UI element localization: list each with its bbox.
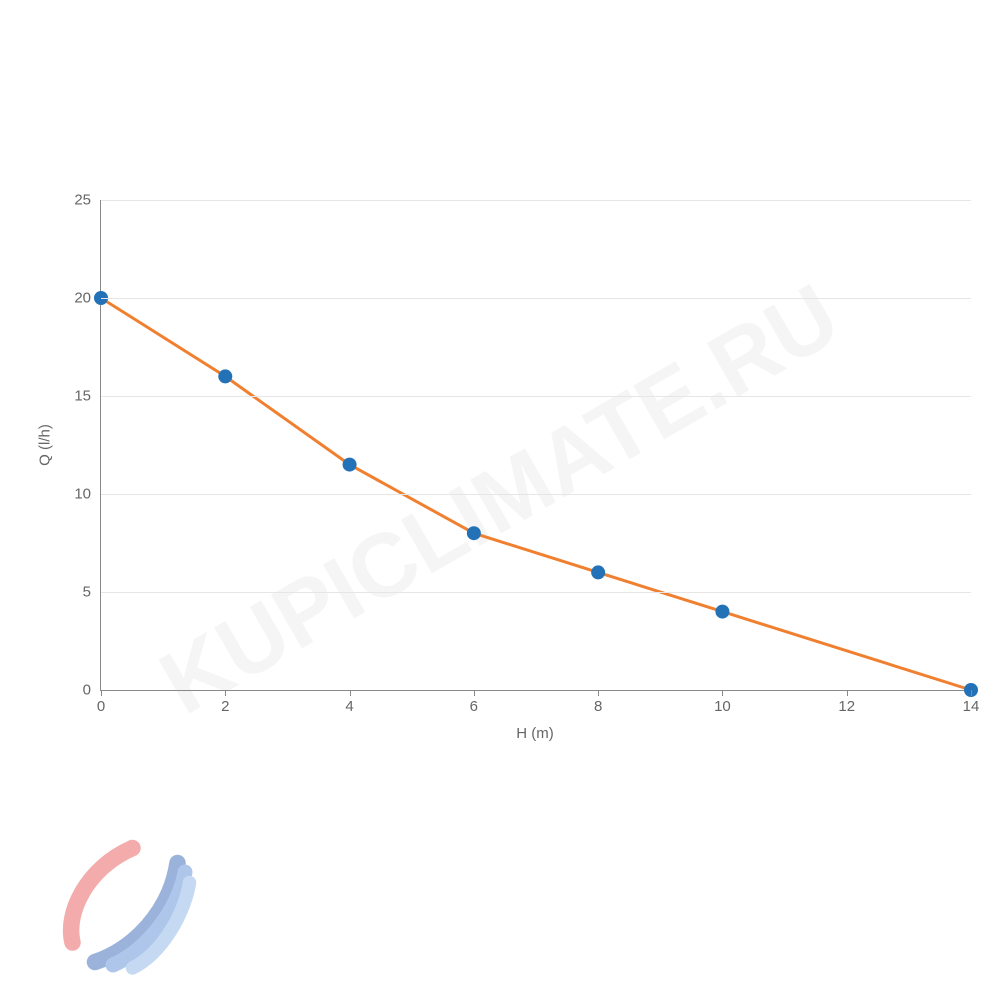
x-tick-label: 10 xyxy=(714,690,731,715)
x-tick-label: 8 xyxy=(594,690,602,715)
series-marker xyxy=(343,458,357,472)
gridline xyxy=(101,592,971,593)
logo-svg xyxy=(50,830,200,980)
x-tick-label: 6 xyxy=(470,690,478,715)
y-tick-label: 20 xyxy=(74,290,101,307)
series-marker xyxy=(467,526,481,540)
chart-svg xyxy=(101,200,971,690)
y-tick-label: 5 xyxy=(83,584,101,601)
gridline xyxy=(101,396,971,397)
y-tick-label: 15 xyxy=(74,388,101,405)
series-marker xyxy=(218,369,232,383)
series-marker xyxy=(715,605,729,619)
gridline xyxy=(101,200,971,201)
x-tick-label: 14 xyxy=(963,690,980,715)
series-marker xyxy=(591,565,605,579)
x-tick-label: 0 xyxy=(97,690,105,715)
gridline xyxy=(101,298,971,299)
x-tick-label: 4 xyxy=(345,690,353,715)
chart-container: 051015202502468101214 Q (l/h) H (m) xyxy=(20,200,980,760)
x-tick-label: 2 xyxy=(221,690,229,715)
y-axis-title: Q (l/h) xyxy=(37,424,54,466)
brand-logo xyxy=(50,830,200,980)
plot-area: 051015202502468101214 xyxy=(100,200,971,691)
x-axis-title: H (m) xyxy=(516,725,554,742)
y-tick-label: 10 xyxy=(74,486,101,503)
y-tick-label: 25 xyxy=(74,192,101,209)
x-tick-label: 12 xyxy=(838,690,855,715)
gridline xyxy=(101,494,971,495)
